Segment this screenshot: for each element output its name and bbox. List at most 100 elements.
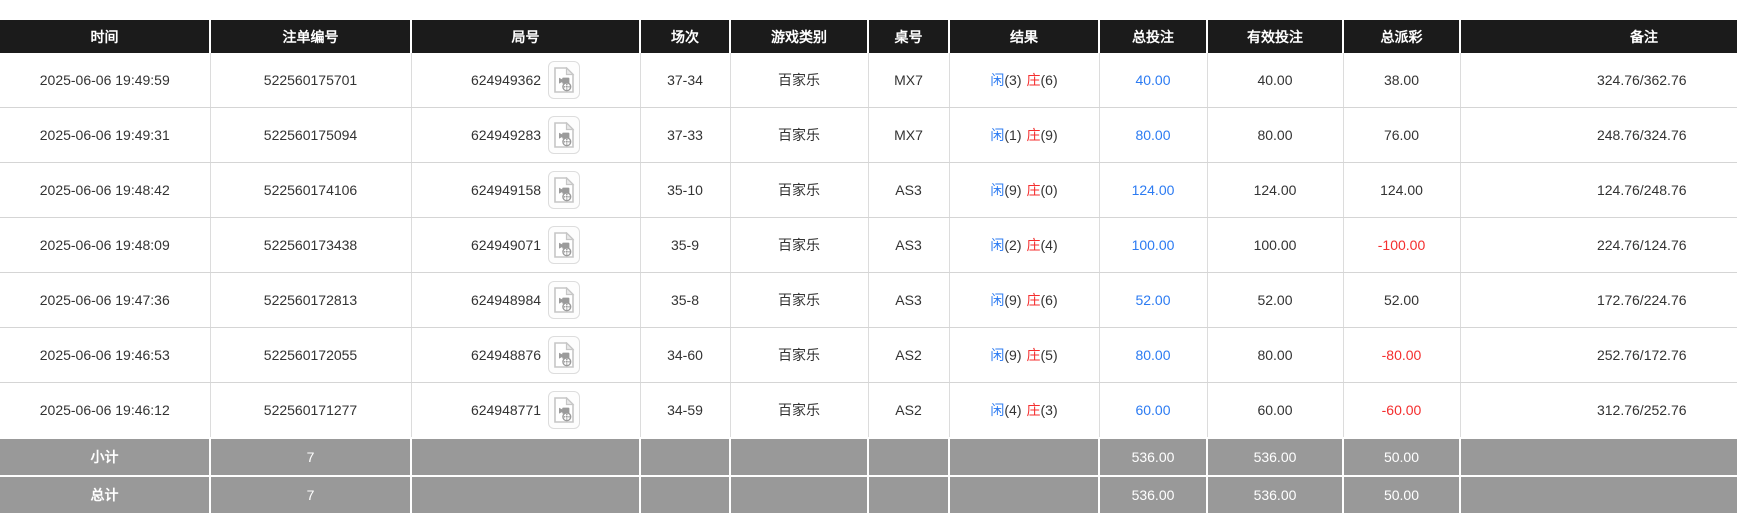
- cell-time: 2025-06-06 19:49:59: [0, 53, 211, 108]
- total-bet-link[interactable]: 100.00: [1131, 237, 1175, 253]
- subtotal-empty-session: [640, 437, 731, 476]
- result-banker-label: 庄: [1026, 237, 1041, 253]
- table-row: 2025-06-06 19:46:12 522560171277 6249487…: [0, 382, 1737, 439]
- cell-table-no: MX7: [868, 53, 950, 108]
- cell-remark: 224.76/124.76: [1460, 217, 1737, 273]
- cell-valid-bet: 100.00: [1207, 217, 1344, 273]
- cell-table-no: AS2: [868, 382, 950, 439]
- total-valid-bet: 536.00: [1207, 475, 1344, 513]
- cell-table-no: MX7: [868, 107, 950, 163]
- video-replay-button[interactable]: [548, 116, 581, 154]
- video-replay-button[interactable]: [548, 171, 581, 209]
- video-replay-button[interactable]: [548, 391, 581, 429]
- table-row: 2025-06-06 19:49:59 522560175701 6249493…: [0, 53, 1737, 108]
- cell-total-payout: 124.00: [1343, 162, 1461, 218]
- result-banker-score: (5): [1040, 347, 1058, 363]
- cell-bet-no: 522560172055: [210, 327, 412, 383]
- result-player-score: (9): [1004, 347, 1022, 363]
- round-no-text: 624948984: [470, 292, 542, 308]
- cell-remark: 124.76/248.76: [1460, 162, 1737, 218]
- cell-bet-no: 522560174106: [210, 162, 412, 218]
- cell-valid-bet: 60.00: [1207, 382, 1344, 439]
- subtotal-total-payout: 50.00: [1343, 437, 1461, 476]
- cell-total-payout: 76.00: [1343, 107, 1461, 163]
- header-round-no: 局号: [411, 20, 641, 53]
- cell-game-type: 百家乐: [730, 327, 869, 383]
- table-row: 2025-06-06 19:46:53 522560172055 6249488…: [0, 327, 1737, 383]
- cell-bet-no: 522560173438: [210, 217, 412, 273]
- bet-records-panel: 时间 注单编号 局号 场次 游戏类别 桌号 结果 总投注 有效投注 总派彩 备注…: [0, 20, 1737, 513]
- cell-total-payout: -80.00: [1343, 327, 1461, 383]
- cell-round-no: 624948771: [411, 382, 641, 439]
- cell-remark: 312.76/252.76: [1460, 382, 1737, 439]
- result-banker-label: 庄: [1026, 292, 1041, 308]
- cell-total-payout: 52.00: [1343, 272, 1461, 328]
- table-row: 2025-06-06 19:49:31 522560175094 6249492…: [0, 107, 1737, 163]
- result-player-label: 闲: [990, 72, 1005, 88]
- video-replay-button[interactable]: [548, 61, 581, 99]
- video-replay-button[interactable]: [548, 336, 581, 374]
- table-body: 2025-06-06 19:49:59 522560175701 6249493…: [0, 53, 1737, 439]
- cell-remark: 252.76/172.76: [1460, 327, 1737, 383]
- cell-table-no: AS3: [868, 217, 950, 273]
- header-total-bet: 总投注: [1099, 20, 1208, 53]
- result-banker-score: (9): [1040, 127, 1058, 143]
- result-banker-label: 庄: [1026, 347, 1041, 363]
- round-no-text: 624949362: [470, 72, 542, 88]
- result-player-score: (3): [1004, 72, 1022, 88]
- total-bet-link[interactable]: 40.00: [1135, 72, 1171, 88]
- result-player-label: 闲: [990, 402, 1005, 418]
- cell-result: 闲(9) 庄(0): [949, 162, 1100, 218]
- result-banker-score: (4): [1040, 237, 1058, 253]
- video-replay-button[interactable]: [548, 226, 581, 264]
- result-banker-label: 庄: [1026, 72, 1041, 88]
- cell-valid-bet: 80.00: [1207, 327, 1344, 383]
- subtotal-empty-result: [949, 437, 1100, 476]
- cell-total-bet: 124.00: [1099, 162, 1208, 218]
- cell-round-no: 624949283: [411, 107, 641, 163]
- cell-game-type: 百家乐: [730, 217, 869, 273]
- video-file-icon: [553, 342, 575, 368]
- cell-round-no: 624948876: [411, 327, 641, 383]
- cell-valid-bet: 40.00: [1207, 53, 1344, 108]
- result-banker-score: (6): [1040, 292, 1058, 308]
- cell-time: 2025-06-06 19:48:09: [0, 217, 211, 273]
- cell-total-bet: 52.00: [1099, 272, 1208, 328]
- cell-game-type: 百家乐: [730, 162, 869, 218]
- result-player-label: 闲: [990, 347, 1005, 363]
- cell-remark: 172.76/224.76: [1460, 272, 1737, 328]
- cell-session: 34-60: [640, 327, 731, 383]
- cell-round-no: 624949071: [411, 217, 641, 273]
- table-row: 2025-06-06 19:48:42 522560174106 6249491…: [0, 162, 1737, 218]
- total-bet-link[interactable]: 80.00: [1135, 347, 1171, 363]
- total-bet-link[interactable]: 124.00: [1131, 182, 1175, 198]
- cell-table-no: AS3: [868, 162, 950, 218]
- cell-total-payout: -60.00: [1343, 382, 1461, 439]
- header-valid-bet: 有效投注: [1207, 20, 1344, 53]
- video-replay-button[interactable]: [548, 281, 581, 319]
- cell-game-type: 百家乐: [730, 272, 869, 328]
- cell-time: 2025-06-06 19:46:53: [0, 327, 211, 383]
- table-row: 2025-06-06 19:47:36 522560172813 6249489…: [0, 272, 1737, 328]
- subtotal-empty-remark: [1460, 437, 1737, 476]
- result-player-score: (9): [1004, 292, 1022, 308]
- video-file-icon: [553, 397, 575, 423]
- total-bet-link[interactable]: 80.00: [1135, 127, 1171, 143]
- total-bet-link[interactable]: 60.00: [1135, 402, 1171, 418]
- video-file-icon: [553, 122, 575, 148]
- total-empty-round: [411, 475, 641, 513]
- cell-session: 34-59: [640, 382, 731, 439]
- cell-bet-no: 522560175094: [210, 107, 412, 163]
- cell-session: 37-34: [640, 53, 731, 108]
- cell-session: 35-9: [640, 217, 731, 273]
- total-label: 总计: [0, 475, 211, 513]
- cell-session: 35-10: [640, 162, 731, 218]
- total-bet-link[interactable]: 52.00: [1135, 292, 1171, 308]
- subtotal-empty-round: [411, 437, 641, 476]
- video-file-icon: [553, 232, 575, 258]
- cell-total-bet: 80.00: [1099, 327, 1208, 383]
- result-player-score: (2): [1004, 237, 1022, 253]
- video-file-icon: [553, 67, 575, 93]
- cell-total-bet: 80.00: [1099, 107, 1208, 163]
- cell-session: 37-33: [640, 107, 731, 163]
